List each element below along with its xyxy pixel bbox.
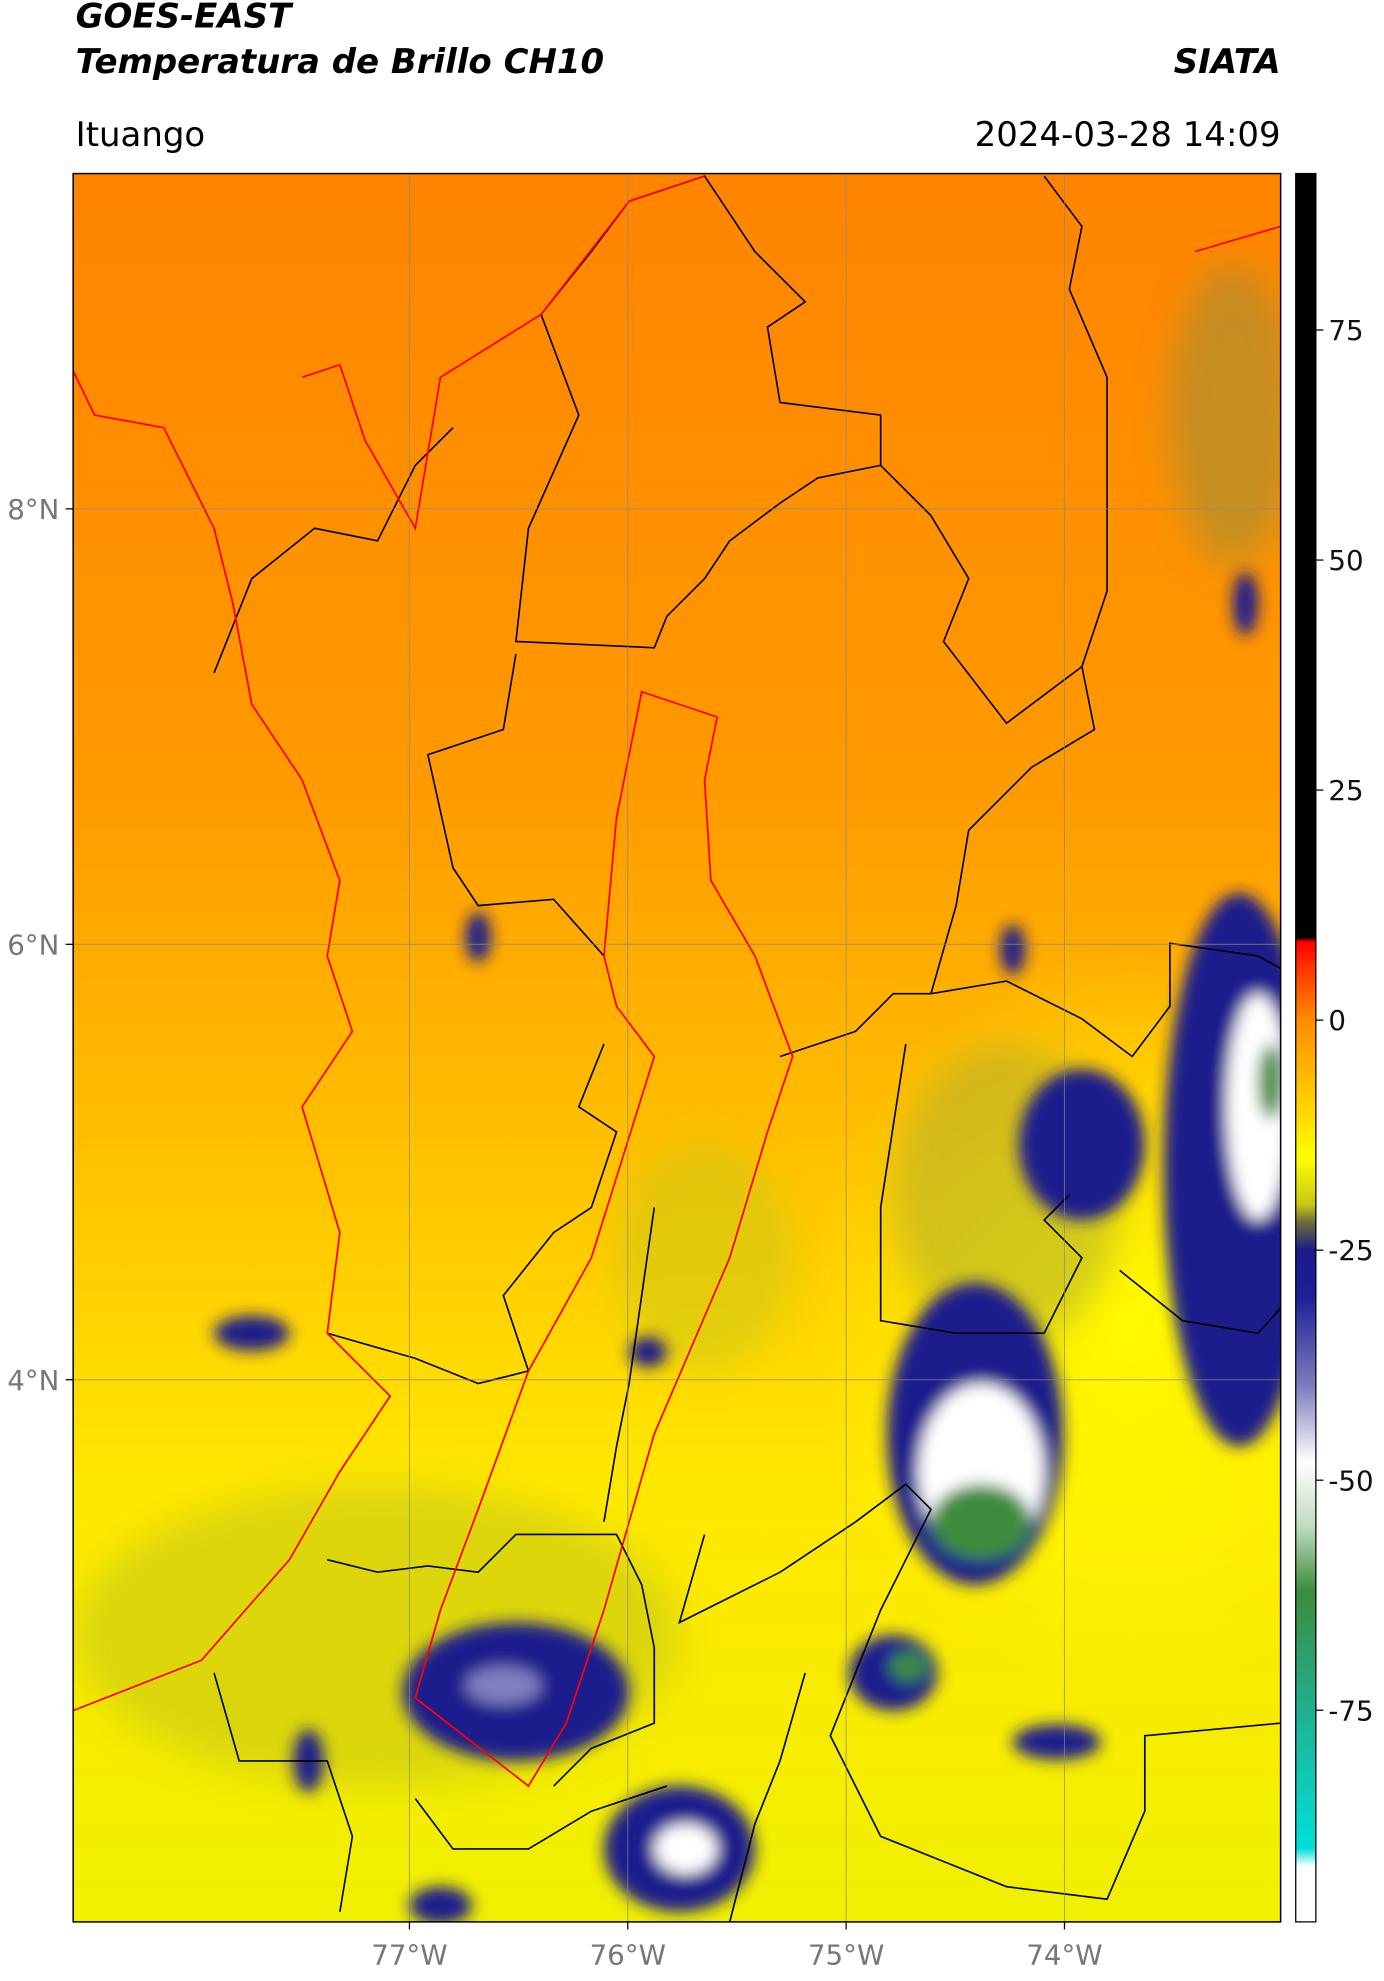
colorbar-tick-label: -25: [1328, 1234, 1373, 1267]
colorbar-tick-label: -50: [1328, 1464, 1373, 1497]
colorbar-tick-label: -75: [1328, 1694, 1373, 1727]
y-tick-label: 8°N: [7, 493, 59, 526]
datetime: 2024-03-28 14:09: [975, 115, 1281, 155]
map-frame: [72, 172, 1282, 1923]
colorbar-tick-label: 75: [1328, 314, 1363, 347]
x-tick-label: 77°W: [371, 1939, 447, 1972]
coast-and-basin: [73, 175, 1281, 1788]
title: GOES-EAST: [76, 0, 294, 37]
cold-clouds: [214, 572, 1281, 1922]
agency: SIATA: [1174, 42, 1281, 82]
x-tick-label: 76°W: [590, 1939, 666, 1972]
colorbar-tick-label: 0: [1328, 1004, 1346, 1037]
y-tick-label: 6°N: [7, 928, 59, 961]
colorbar-tick-label: 25: [1328, 774, 1363, 807]
x-tick-label: 74°W: [1026, 1939, 1102, 1972]
colorbar-tick-label: 50: [1328, 544, 1363, 577]
x-tick-label: 75°W: [808, 1939, 884, 1972]
map-image: [73, 173, 1281, 1922]
grid: [73, 173, 1281, 1922]
subtitle: Temperatura de Brillo CH10: [76, 42, 604, 82]
y-tick-label: 4°N: [7, 1364, 59, 1397]
colorbar: [1295, 172, 1317, 1923]
location: Ituango: [76, 115, 206, 155]
